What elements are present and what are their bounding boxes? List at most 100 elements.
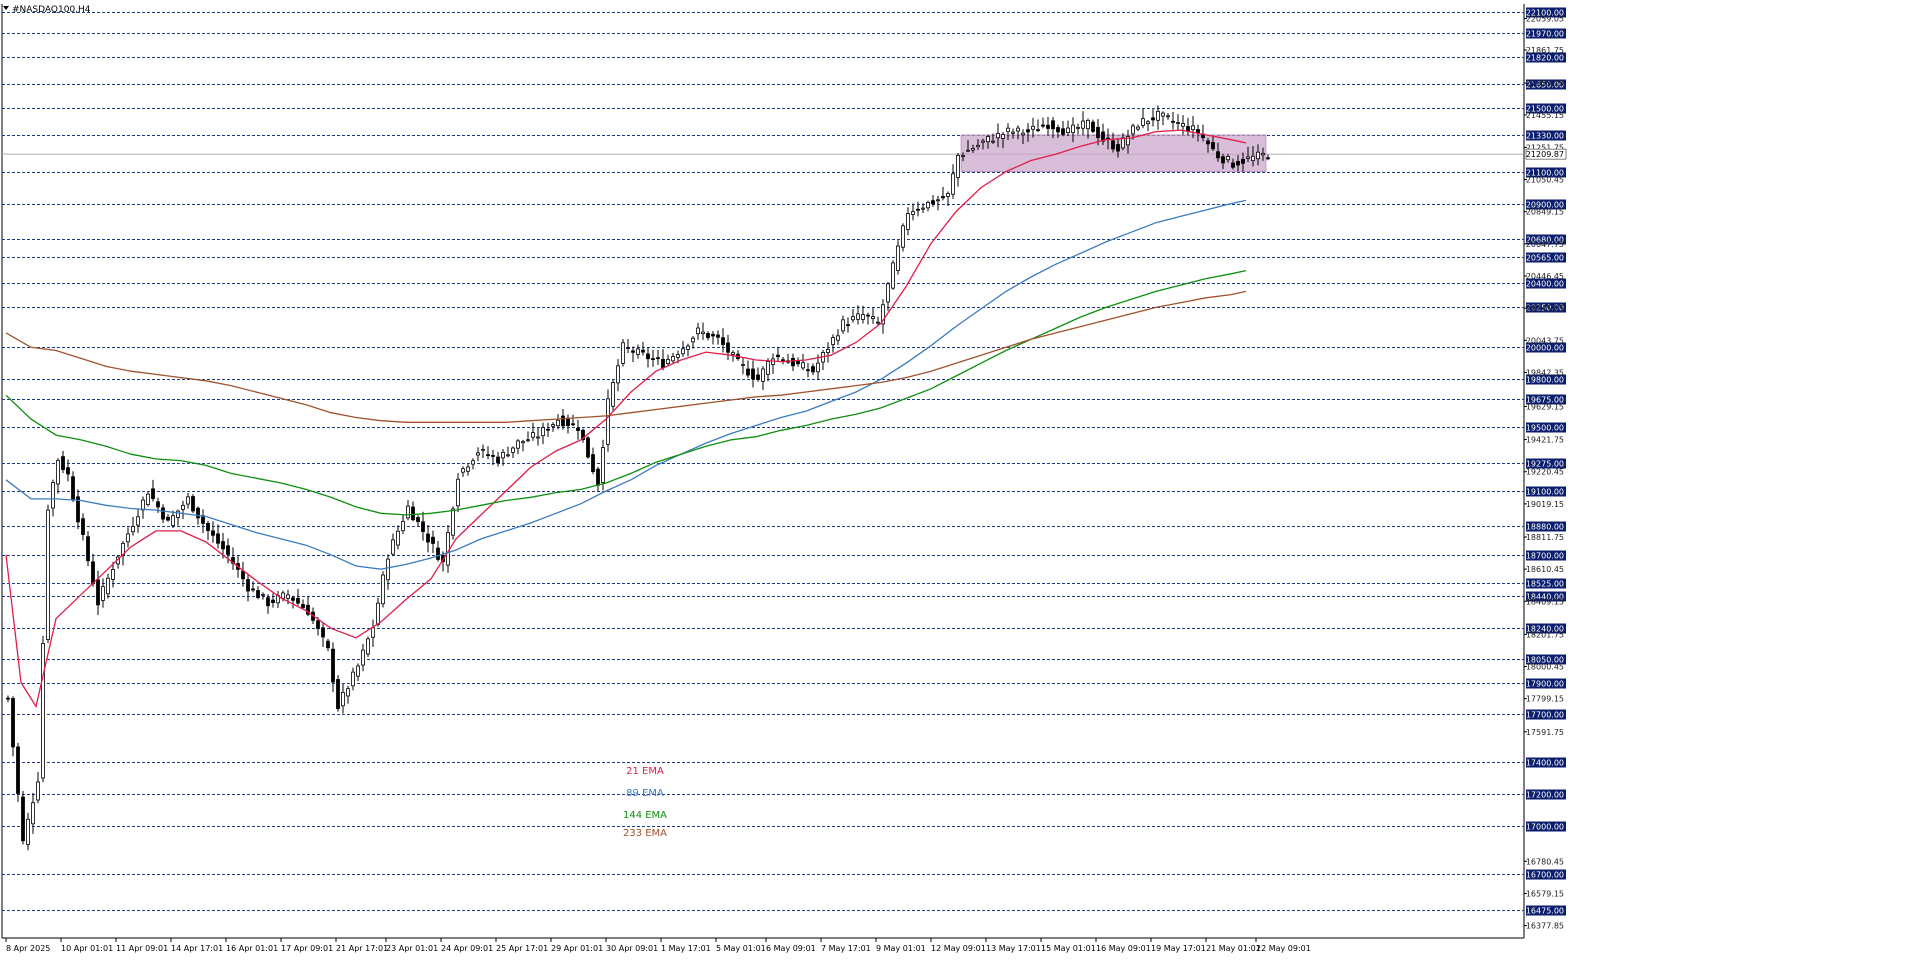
level-label-bg [1526,709,1566,720]
price-tick-label: 19220.45 [1526,468,1564,477]
candle-body [691,337,695,343]
candle-body [256,590,260,599]
candle-body [431,536,435,544]
candle-body [536,436,540,439]
candle-body [351,671,355,687]
candle-body [476,452,480,456]
candle-body [451,508,455,536]
candle-body [86,536,90,562]
candle-body [846,324,850,327]
price-tick-label: 19019.15 [1526,500,1564,509]
candle-body [36,781,40,801]
candle-body [181,504,185,510]
candle-body [886,283,890,303]
time-label: 5 May 01:01 [716,944,766,953]
time-label: 25 Apr 17:01 [496,944,548,953]
price-tick-label: 16579.15 [1526,889,1564,898]
candle-body [176,510,180,518]
level-label-bg [1526,623,1566,634]
level-label: 19100.00 [1526,488,1564,497]
level-label-bg [1526,654,1566,665]
candle-body [261,593,265,596]
time-label: 6 May 09:01 [766,944,816,953]
candle-body [371,627,375,638]
level-label: 17400.00 [1526,759,1564,768]
level-label-bg [1526,28,1566,39]
candle-body [331,648,335,683]
candle-body [986,136,990,143]
candle-body [1231,162,1235,168]
price-tick-label: 18610.45 [1526,565,1564,574]
legend-ema89: 89 EMA [626,788,664,799]
candle-body [971,148,975,151]
time-label: 14 Apr 17:01 [171,944,223,953]
price-tick-label: 18409.15 [1526,597,1564,606]
candle-body [226,545,230,555]
candle-body [1091,121,1095,132]
price-tick-label: 20446.45 [1526,272,1564,281]
level-label: 21100.00 [1526,169,1564,178]
candle-body [361,649,365,666]
candle-body [731,352,735,355]
level-label-bg [1526,167,1566,178]
price-axis: 22100.00 21970.00 21820.00 21650.00 21500.00… [1524,7,1567,931]
candle-body [186,496,190,505]
candle-body [1181,123,1185,127]
level-label: 17000.00 [1526,823,1564,832]
candle-body [426,533,430,543]
candle-body [1171,120,1175,123]
candle-body [566,417,570,426]
candle-body [221,541,225,550]
candle-body [696,327,700,335]
candle-body [1161,112,1165,117]
level-label: 17200.00 [1526,791,1564,800]
candle-body [701,331,705,334]
candle-body [96,579,100,606]
candle-body [316,620,320,629]
time-label: 10 Apr 01:01 [61,944,113,953]
candle-body [336,679,340,710]
candle-body [346,688,350,697]
candle-body [1251,155,1255,162]
level-label: 18880.00 [1526,523,1564,532]
candle-body [951,173,955,195]
candle-body [811,366,815,373]
candle-body [1001,133,1005,139]
price-tick-label: 21050.45 [1526,176,1564,185]
candle-body [966,149,970,152]
candle-body [321,627,325,638]
candle-body [151,488,155,499]
level-label: 20565.00 [1526,254,1564,263]
candle-body [611,382,615,407]
candle-body [416,517,420,523]
level-label: 19500.00 [1526,424,1564,433]
candle-body [596,468,600,486]
level-label: 19800.00 [1526,376,1564,385]
level-label: 22100.00 [1526,9,1564,18]
candle-body [856,313,860,320]
candle-body [941,196,945,199]
candle-body [671,356,675,362]
dropdown-triangle-icon[interactable] [3,6,9,10]
candle-body [406,505,410,519]
candle-body [296,597,300,604]
candle-body [551,424,555,427]
candle-body [306,604,310,615]
candle-body [111,569,115,580]
candle-body [1226,156,1230,161]
time-label: 15 May 01:01 [1041,944,1096,953]
candle-body [1101,131,1105,142]
candle-body [961,155,965,158]
price-tick-label: 20849.15 [1526,208,1564,217]
level-label-bg [1526,550,1566,561]
candle-body [991,140,995,143]
candle-body [766,361,770,375]
candle-body [831,337,835,345]
candle-body [81,518,85,535]
candle-body [1136,126,1140,130]
level-label: 19275.00 [1526,460,1564,469]
candle-body [956,155,960,178]
level-label-bg [1526,252,1566,263]
